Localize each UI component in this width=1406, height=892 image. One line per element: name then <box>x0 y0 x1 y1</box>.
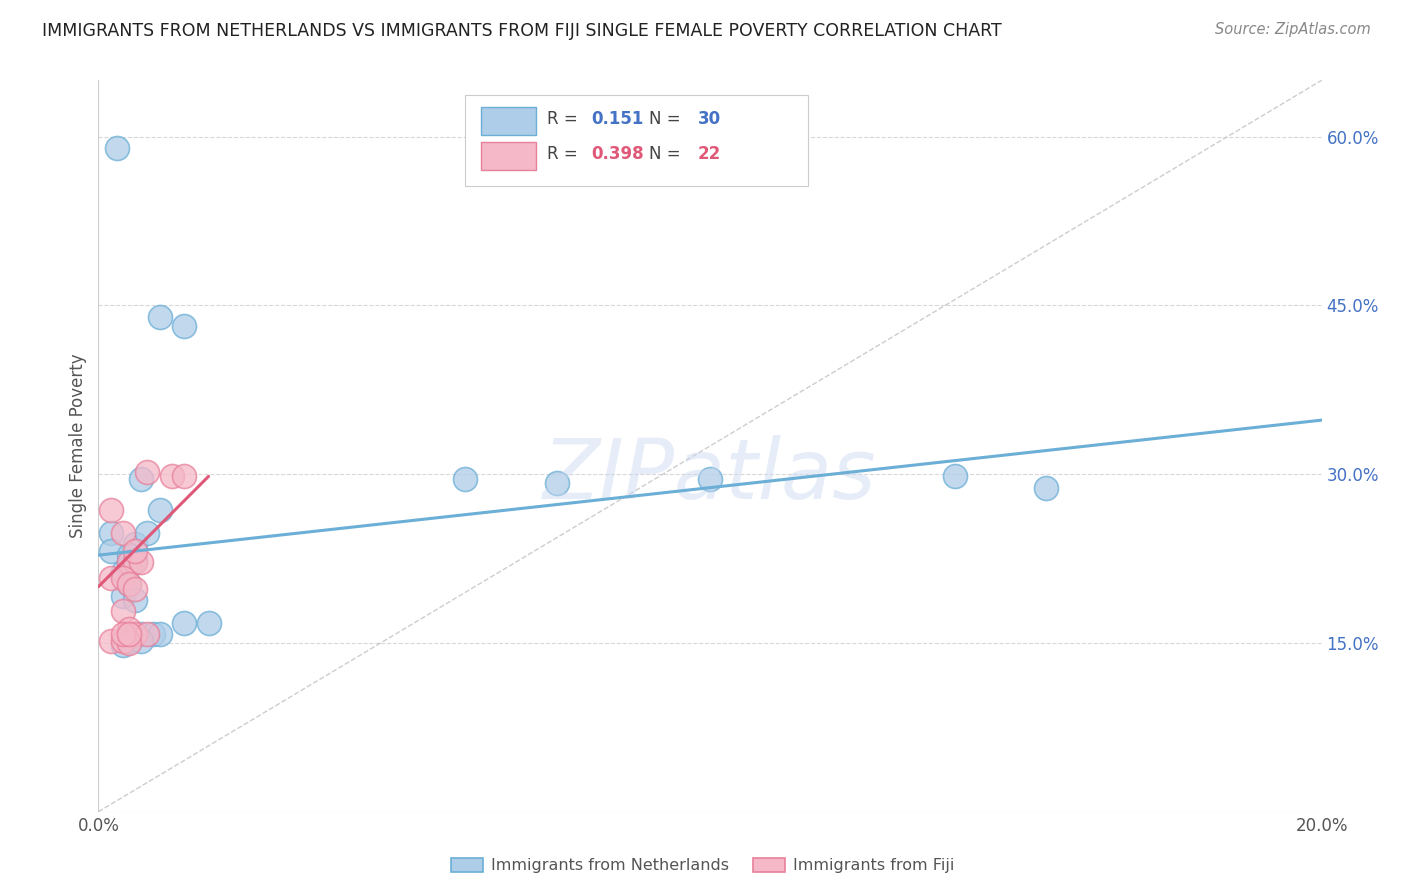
Point <box>100 633 122 648</box>
Point <box>111 633 134 648</box>
Text: 0.151: 0.151 <box>592 110 644 128</box>
FancyBboxPatch shape <box>481 143 536 170</box>
Point <box>546 476 568 491</box>
Text: ZIPatlas: ZIPatlas <box>543 434 877 516</box>
Point <box>118 559 141 574</box>
Point <box>118 548 141 562</box>
Point <box>111 565 134 579</box>
Point <box>142 627 165 641</box>
Legend: Immigrants from Netherlands, Immigrants from Fiji: Immigrants from Netherlands, Immigrants … <box>446 851 960 880</box>
Point <box>173 615 195 630</box>
Point <box>197 615 219 630</box>
Text: R =: R = <box>547 145 583 163</box>
FancyBboxPatch shape <box>481 107 536 136</box>
Point <box>129 633 152 648</box>
Text: 22: 22 <box>697 145 721 163</box>
Point <box>136 627 159 641</box>
Text: R =: R = <box>547 110 583 128</box>
Point <box>118 633 141 648</box>
Point <box>124 593 146 607</box>
Point <box>136 465 159 479</box>
Point <box>129 555 152 569</box>
Point <box>111 571 134 585</box>
Text: 30: 30 <box>697 110 721 128</box>
Text: 0.398: 0.398 <box>592 145 644 163</box>
Point <box>100 525 122 540</box>
Text: N =: N = <box>648 145 686 163</box>
Point <box>454 472 477 486</box>
Point <box>118 577 141 591</box>
Point <box>111 525 134 540</box>
Point <box>111 627 134 641</box>
Y-axis label: Single Female Poverty: Single Female Poverty <box>69 354 87 538</box>
Point <box>149 627 172 641</box>
Point <box>149 310 172 324</box>
Point <box>129 472 152 486</box>
Point <box>124 552 146 566</box>
Point <box>129 627 152 641</box>
Point <box>100 571 122 585</box>
Point <box>124 555 146 569</box>
Point <box>160 469 183 483</box>
Point <box>111 638 134 652</box>
Text: N =: N = <box>648 110 686 128</box>
Text: Source: ZipAtlas.com: Source: ZipAtlas.com <box>1215 22 1371 37</box>
Point <box>118 627 141 641</box>
Point <box>136 525 159 540</box>
Point <box>105 141 128 155</box>
Point <box>173 318 195 333</box>
Point <box>173 469 195 483</box>
Point <box>118 555 141 569</box>
Point <box>149 503 172 517</box>
Point <box>111 589 134 603</box>
Point <box>1035 481 1057 495</box>
Point <box>943 469 966 483</box>
Point <box>124 543 146 558</box>
Text: IMMIGRANTS FROM NETHERLANDS VS IMMIGRANTS FROM FIJI SINGLE FEMALE POVERTY CORREL: IMMIGRANTS FROM NETHERLANDS VS IMMIGRANT… <box>42 22 1002 40</box>
Point <box>124 582 146 596</box>
Point <box>124 537 146 551</box>
Point <box>118 555 141 569</box>
Point <box>699 472 721 486</box>
Point <box>100 503 122 517</box>
Point <box>118 577 141 591</box>
Point <box>100 543 122 558</box>
Point <box>124 627 146 641</box>
Point <box>111 604 134 618</box>
FancyBboxPatch shape <box>465 95 808 186</box>
Point <box>118 623 141 637</box>
Point <box>118 636 141 650</box>
